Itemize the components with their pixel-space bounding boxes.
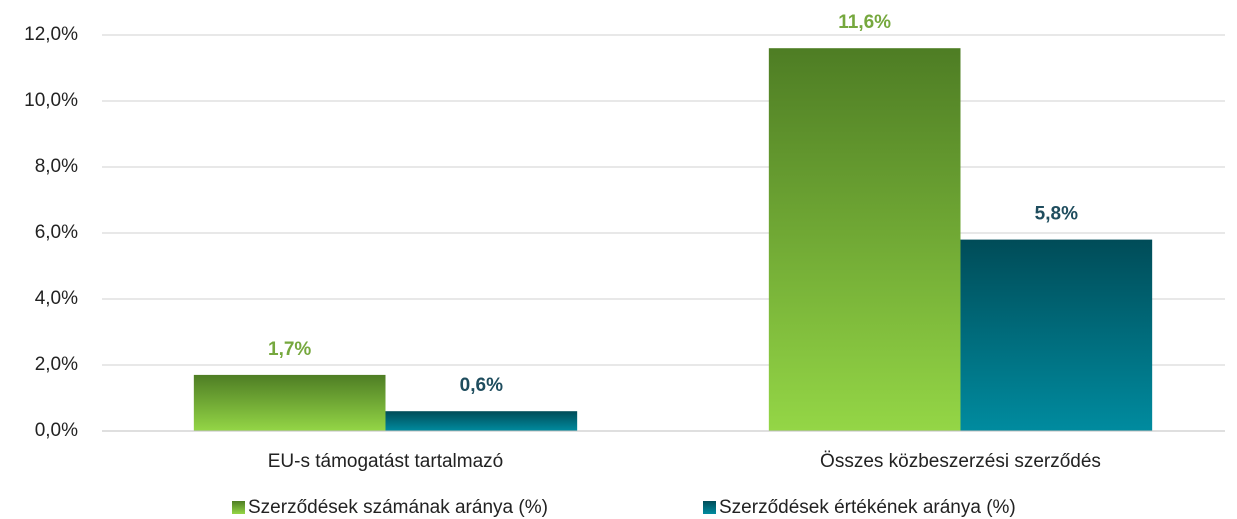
bar: [193, 374, 386, 431]
y-tick-label: 12,0%: [24, 24, 78, 45]
legend-swatch: [703, 501, 716, 514]
bar: [960, 239, 1153, 431]
x-tick-label: Összes közbeszerzési szerződés: [820, 451, 1101, 472]
y-tick-label: 0,0%: [35, 420, 78, 441]
value-label: 1,7%: [268, 339, 311, 360]
legend-label: Szerződések értékének aránya (%): [719, 497, 1016, 518]
y-tick-label: 6,0%: [35, 222, 78, 243]
value-label: 0,6%: [460, 375, 503, 396]
y-tick-label: 10,0%: [24, 90, 78, 111]
y-tick-label: 2,0%: [35, 354, 78, 375]
x-tick-label: EU-s támogatást tartalmazó: [268, 451, 503, 472]
legend-swatch: [232, 501, 245, 514]
y-tick-label: 8,0%: [35, 156, 78, 177]
legend-label: Szerződések számának aránya (%): [248, 497, 548, 518]
y-tick-label: 4,0%: [35, 288, 78, 309]
value-label: 11,6%: [838, 12, 891, 33]
bar: [768, 48, 961, 431]
bar: [385, 411, 578, 431]
value-label: 5,8%: [1035, 204, 1078, 225]
